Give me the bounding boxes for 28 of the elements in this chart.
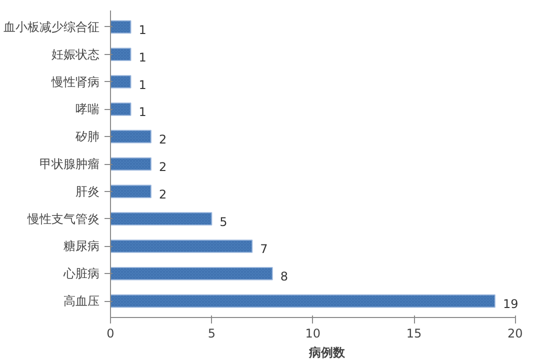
y-tick-label: 高血压	[64, 294, 100, 308]
x-tick-label: 15	[406, 326, 422, 340]
y-tick-label: 糖尿病	[64, 239, 100, 254]
y-tick-label: 肝炎	[76, 184, 100, 198]
data-label: 2	[158, 187, 167, 202]
data-label: 2	[158, 160, 167, 174]
x-tick-label: 0	[106, 326, 114, 340]
data-label: 19	[502, 297, 518, 312]
data-label: 1	[138, 50, 146, 64]
y-tick-label: 心脏病	[62, 266, 100, 281]
y-tick-label: 妊娠状态	[52, 47, 100, 62]
data-label: 1	[138, 105, 146, 120]
data-label: 1	[138, 22, 146, 37]
y-tick-label: 哮喘	[76, 102, 100, 116]
data-label: 1	[138, 78, 146, 92]
data-label: 8	[280, 270, 288, 284]
x-tick-label: 10	[305, 326, 320, 340]
x-tick-label: 20	[508, 326, 523, 340]
y-tick-label: 慢性肾病	[50, 74, 100, 89]
y-tick-label: 慢性支气管炎	[26, 212, 100, 226]
data-label: 2	[158, 132, 167, 147]
data-label: 7	[260, 242, 268, 256]
x-axis-title: 病例数	[308, 346, 346, 360]
data-label: 5	[220, 214, 228, 229]
y-tick-label: 血小板减少综合征	[4, 20, 100, 34]
y-tick-label: 矽肺	[74, 130, 100, 144]
x-tick-label: 5	[208, 326, 216, 340]
y-tick-label: 甲状腺肿瘤	[40, 157, 100, 171]
